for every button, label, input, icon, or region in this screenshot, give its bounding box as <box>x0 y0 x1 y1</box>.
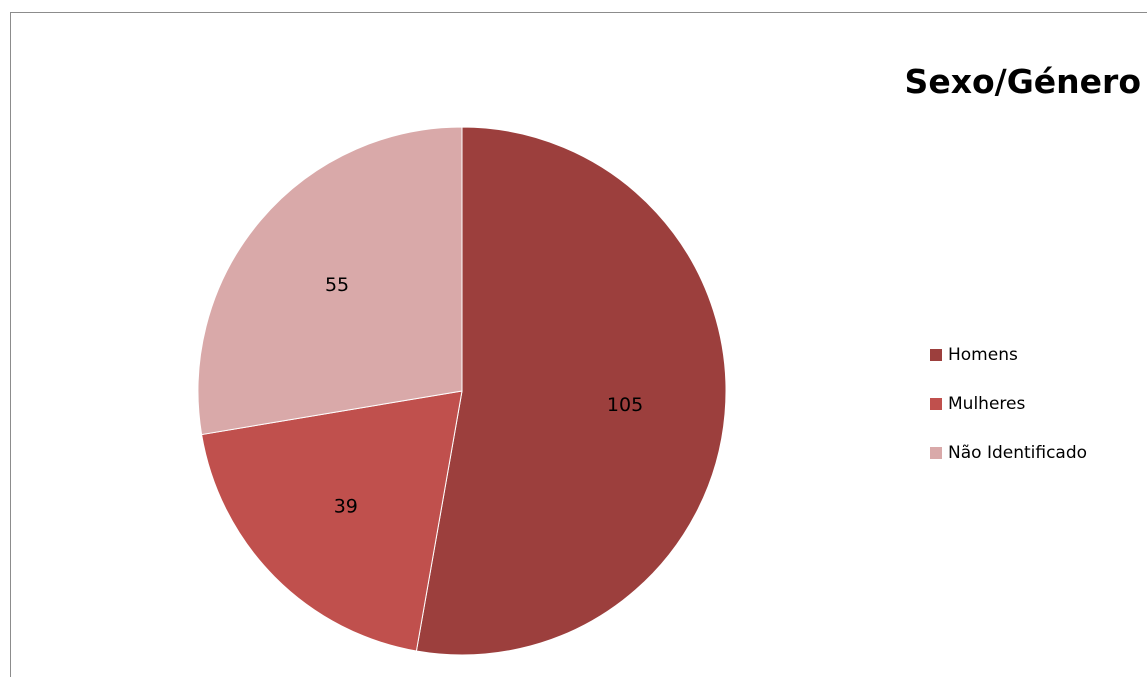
pie-slice-nao-identificado <box>197 126 463 436</box>
legend-item-homens: Homens <box>930 330 1087 379</box>
legend-label-mulheres: Mulheres <box>948 393 1026 414</box>
data-label-mulheres: 39 <box>334 495 358 517</box>
legend-swatch-nao-identificado <box>930 446 942 459</box>
legend-item-nao-identificado: Não Identificado <box>930 428 1087 477</box>
legend-label-nao-identificado: Não Identificado <box>948 442 1088 463</box>
legend-label-homens: Homens <box>948 344 1018 365</box>
legend-swatch-homens <box>930 348 942 361</box>
data-label-nao-identificado: 55 <box>325 274 349 296</box>
data-label-homens: 105 <box>607 394 643 416</box>
pie-slice-mulheres <box>201 390 463 652</box>
legend-swatch-mulheres <box>930 397 942 410</box>
legend-item-mulheres: Mulheres <box>930 379 1087 428</box>
chart-title: Sexo/Género <box>904 62 1141 101</box>
legend: Homens Mulheres Não Identificado <box>930 330 1087 477</box>
pie-slice-homens <box>415 126 727 656</box>
